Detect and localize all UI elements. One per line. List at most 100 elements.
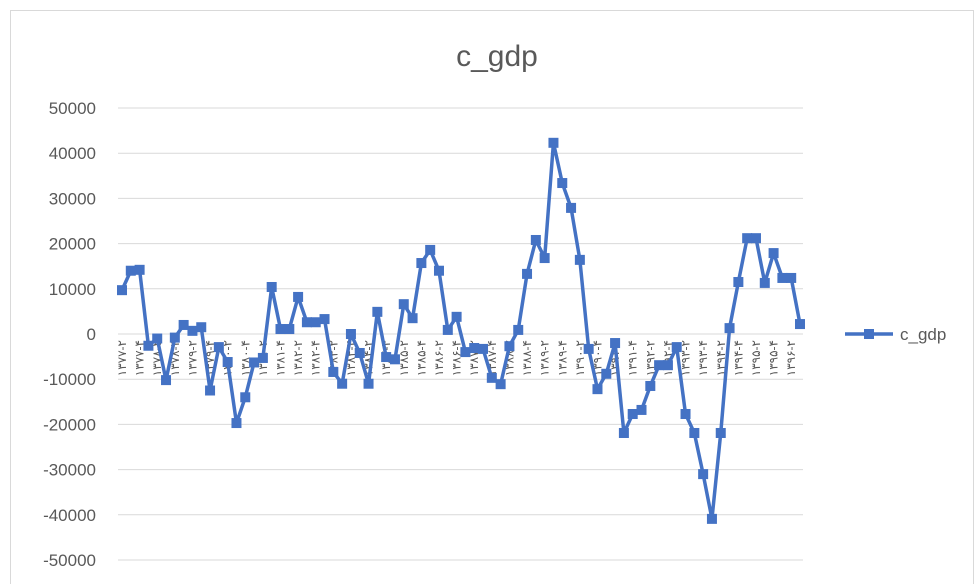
point-marker xyxy=(698,469,709,480)
point-marker xyxy=(354,347,365,358)
point-marker xyxy=(213,342,224,353)
point-marker xyxy=(706,513,717,524)
point-marker xyxy=(557,178,568,189)
point-marker xyxy=(319,314,330,325)
x-tick-label: ۱۳۷۷-۲ xyxy=(115,340,129,376)
point-marker xyxy=(627,409,638,420)
point-marker xyxy=(363,378,374,389)
point-marker xyxy=(724,323,735,334)
point-marker xyxy=(689,427,700,438)
chart-border xyxy=(10,10,974,584)
legend-label: c_gdp xyxy=(900,325,946,344)
point-marker xyxy=(187,325,198,336)
point-marker xyxy=(143,340,154,351)
point-marker xyxy=(381,352,392,363)
point-marker xyxy=(178,319,189,330)
y-tick-label: -30000 xyxy=(43,461,96,480)
legend-marker xyxy=(864,329,874,339)
point-marker xyxy=(530,234,541,245)
x-tick-label: ۱۳۸۹-۴ xyxy=(555,340,569,376)
x-tick-label: ۱۳۸۰-۴ xyxy=(238,340,252,376)
x-tick-label: ۱۳۸۱-۴ xyxy=(273,340,287,376)
point-marker xyxy=(125,265,136,276)
point-marker xyxy=(610,338,621,349)
point-marker xyxy=(504,341,515,352)
x-tick-label: ۱۳۸۹-۲ xyxy=(538,340,552,376)
chart-title: c_gdp xyxy=(456,40,538,73)
x-tick-label: ۱۳۸۵-۴ xyxy=(414,340,428,376)
point-marker xyxy=(645,380,656,391)
point-marker xyxy=(152,333,163,344)
point-marker xyxy=(486,372,497,383)
point-marker xyxy=(495,379,506,390)
point-marker xyxy=(310,317,321,328)
point-marker xyxy=(293,291,304,302)
point-marker xyxy=(742,233,753,244)
point-marker xyxy=(539,253,550,264)
point-marker xyxy=(240,392,251,403)
point-marker xyxy=(328,366,339,377)
point-marker xyxy=(680,409,691,420)
point-marker xyxy=(566,202,577,213)
point-marker xyxy=(231,418,242,429)
x-tick-label: ۱۳۷۷-۴ xyxy=(133,340,147,376)
point-marker xyxy=(169,332,180,343)
x-tick-label: ۱۳۸۶-۲ xyxy=(432,340,446,376)
point-marker xyxy=(777,272,788,283)
x-tick-label: ۱۳۹۰-۲ xyxy=(573,340,587,376)
x-tick-label: ۱۳۹۲-۲ xyxy=(643,340,657,376)
point-marker xyxy=(398,299,409,310)
point-marker xyxy=(583,343,594,354)
point-marker xyxy=(469,343,480,354)
point-marker xyxy=(117,285,127,296)
x-tick-label: ۱۳۹۶-۲ xyxy=(784,340,798,376)
point-marker xyxy=(275,324,286,335)
x-tick-label: ۱۳۸۶-۴ xyxy=(450,340,464,376)
point-marker xyxy=(574,254,585,265)
x-tick-label: ۱۳۹۴-۲ xyxy=(714,340,728,376)
point-marker xyxy=(548,137,559,148)
point-marker xyxy=(795,319,805,330)
point-marker xyxy=(662,360,673,371)
point-marker xyxy=(161,375,172,386)
y-tick-label: -10000 xyxy=(43,370,96,389)
x-tick-label: ۱۳۹۳-۲ xyxy=(679,340,693,376)
point-marker xyxy=(618,427,629,438)
point-marker xyxy=(372,306,383,317)
x-tick-label: ۱۳۹۵-۲ xyxy=(749,340,763,376)
y-tick-label: 10000 xyxy=(49,280,96,299)
point-marker xyxy=(425,244,436,255)
point-marker xyxy=(478,343,489,354)
point-marker xyxy=(786,272,797,283)
point-marker xyxy=(671,342,682,353)
point-marker xyxy=(768,248,779,259)
y-tick-label: 50000 xyxy=(49,99,96,118)
point-marker xyxy=(654,360,665,371)
x-tick-label: ۱۳۷۹-۲ xyxy=(185,340,199,376)
point-marker xyxy=(389,354,400,365)
x-tick-label: ۱۳۸۲-۴ xyxy=(309,340,323,376)
y-tick-label: -50000 xyxy=(43,551,96,570)
point-marker xyxy=(284,324,295,335)
point-marker xyxy=(513,324,524,335)
point-marker xyxy=(205,385,216,396)
point-marker xyxy=(222,357,233,368)
point-marker xyxy=(433,265,444,276)
point-marker xyxy=(442,324,453,335)
point-marker xyxy=(416,258,427,269)
point-marker xyxy=(257,352,268,363)
y-tick-label: -20000 xyxy=(43,415,96,434)
point-marker xyxy=(451,311,462,322)
point-marker xyxy=(601,368,612,379)
point-marker xyxy=(337,378,348,389)
point-marker xyxy=(636,404,647,415)
x-tick-label: ۱۳۸۸-۴ xyxy=(520,340,534,376)
y-tick-label: -40000 xyxy=(43,506,96,525)
point-marker xyxy=(522,268,533,279)
point-marker xyxy=(196,322,207,333)
point-marker xyxy=(592,384,603,395)
point-marker xyxy=(750,233,761,244)
point-marker xyxy=(460,347,471,358)
x-tick-label: ۱۳۹۳-۴ xyxy=(696,340,710,376)
